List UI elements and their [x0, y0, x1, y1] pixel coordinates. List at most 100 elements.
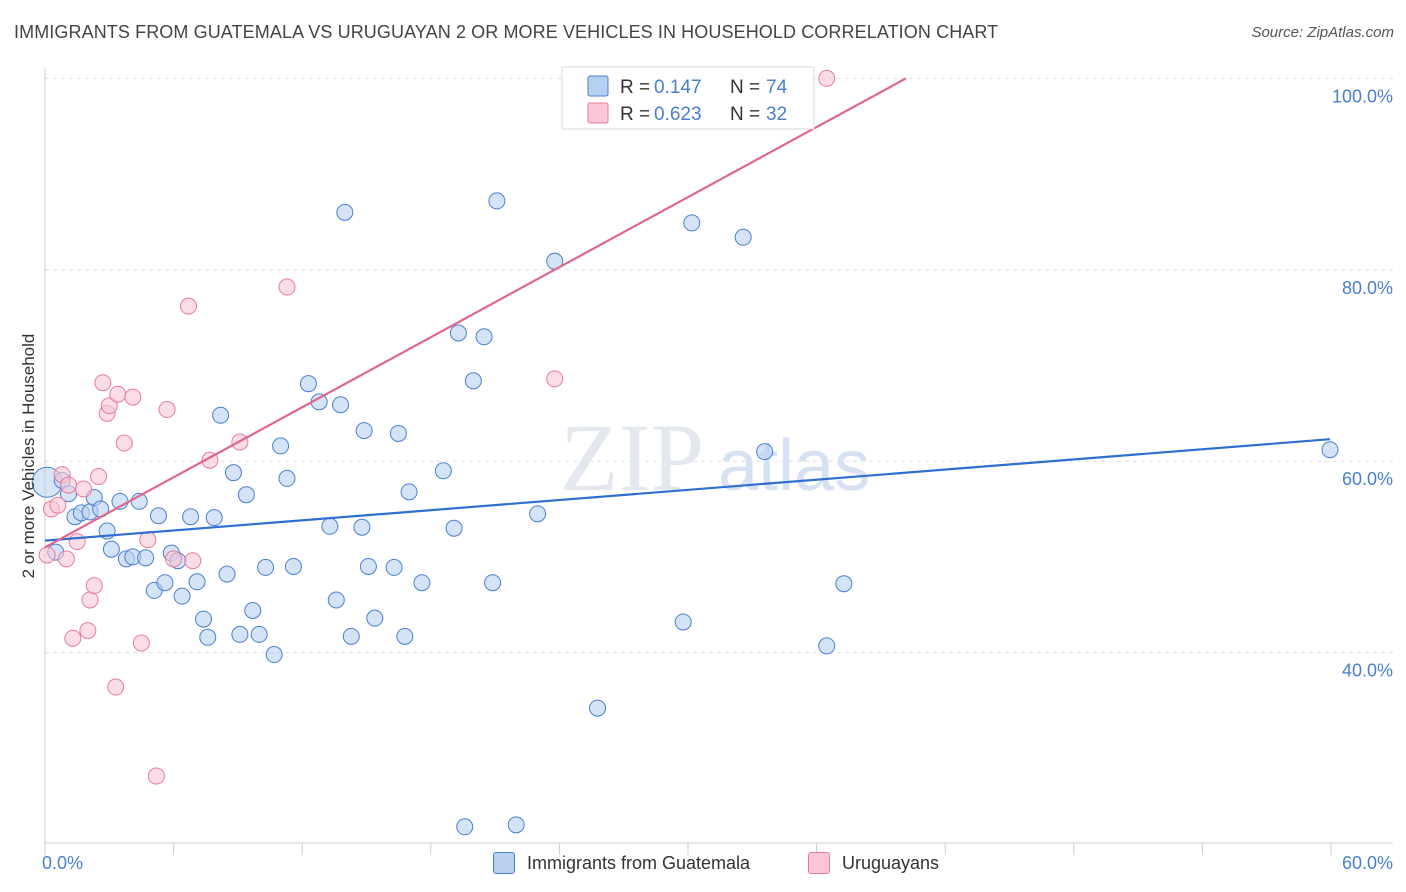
x-tick-label-max: 60.0% [1342, 853, 1393, 873]
legend-n-label-2: N = [730, 104, 760, 125]
guatemala-point [150, 507, 168, 525]
uruguayans-point [79, 622, 97, 640]
guatemala-point [818, 637, 836, 655]
guatemala-point [355, 422, 373, 440]
guatemala-point [250, 625, 268, 643]
watermark-atlas: atlas [718, 426, 870, 506]
guatemala-point [205, 509, 223, 527]
uruguayans-point [124, 388, 142, 406]
guatemala-point [278, 469, 296, 487]
guatemala-point [1321, 441, 1339, 459]
uruguayans-point [115, 434, 133, 452]
uruguayans-point [132, 634, 150, 652]
guatemala-point [212, 406, 230, 424]
legend-swatch-uruguayans [808, 852, 830, 874]
guatemala-point [336, 203, 354, 221]
guatemala-point [218, 565, 236, 583]
uruguayans-point [75, 480, 93, 498]
guatemala-point [353, 518, 371, 536]
guatemala-point [188, 573, 206, 591]
uruguayans-point [147, 767, 165, 785]
bottom-legend-label-uruguayans: Uruguayans [842, 852, 940, 873]
uruguayans-point [165, 550, 182, 568]
guatemala-point [342, 627, 360, 645]
series-uruguayans [38, 69, 836, 785]
gridlines [45, 77, 1393, 654]
guatemala-point [389, 424, 407, 442]
guatemala-point [359, 557, 377, 575]
guatemala-point [137, 549, 155, 567]
uruguayans-point [179, 297, 197, 315]
guatemala-point [488, 192, 506, 210]
chart-title: IMMIGRANTS FROM GUATEMALA VS URUGUAYAN 2… [14, 22, 999, 42]
uruguayans-point [90, 468, 108, 486]
legend-swatch-guatemala [493, 852, 515, 874]
uruguayans-point [81, 591, 99, 609]
y-tick-labels: 40.0% 60.0% 80.0% 100.0% [1332, 86, 1393, 680]
y-axis-title: 2 or more Vehicles in Household [19, 334, 38, 579]
bottom-legend-item-guatemala: Immigrants from Guatemala [493, 852, 750, 874]
guatemala-point [265, 646, 283, 664]
legend: R = 0.147 N = 74 R = 0.623 N = 32 [561, 66, 815, 130]
guatemala-point [231, 625, 249, 643]
y-tick-label-100: 100.0% [1332, 86, 1393, 106]
uruguayans-point [100, 397, 118, 415]
legend-swatch-blue [587, 75, 609, 97]
guatemala-point [589, 699, 607, 717]
uruguayans-point [64, 629, 82, 647]
guatemala-point [224, 464, 242, 482]
uruguayans-point [60, 476, 78, 494]
guatemala-point [321, 517, 339, 535]
y-tick-label-60: 60.0% [1342, 469, 1393, 489]
uruguayans-point [139, 531, 157, 549]
guatemala-point [299, 375, 317, 393]
uruguayans-point [546, 370, 564, 388]
uruguayans-trend-line [44, 77, 907, 549]
guatemala-point [449, 324, 467, 342]
bottom-legend-item-uruguayans: Uruguayans [808, 852, 939, 874]
guatemala-point [674, 613, 692, 631]
y-tick-label-80: 80.0% [1342, 278, 1393, 298]
legend-swatch-pink [587, 102, 609, 124]
guatemala-point [156, 574, 174, 592]
series-guatemala [31, 192, 1339, 836]
y-tick-label-40: 40.0% [1342, 661, 1393, 681]
guatemala-point [434, 462, 452, 480]
watermark-zip: ZIP [560, 404, 704, 511]
uruguayans-point [184, 552, 202, 570]
x-tick-label-min: 0.0% [42, 853, 83, 873]
guatemala-point [396, 627, 414, 645]
uruguayans-point [49, 496, 67, 514]
guatemala-point [257, 558, 275, 576]
uruguayans-point [109, 385, 127, 403]
guatemala-point [366, 609, 384, 627]
guatemala-point [272, 437, 290, 455]
guatemala-point [173, 587, 191, 605]
uruguayans-point [38, 546, 56, 564]
legend-r-label-2: R = [620, 104, 650, 125]
guatemala-point [413, 574, 431, 592]
guatemala-trend-line [44, 438, 1331, 542]
guatemala-point [529, 505, 547, 523]
uruguayans-point [818, 69, 836, 87]
guatemala-point [385, 558, 403, 576]
guatemala-point [284, 557, 302, 575]
guatemala-point [507, 816, 525, 834]
axes [44, 68, 1393, 855]
uruguayans-point [85, 577, 103, 595]
guatemala-point [400, 483, 418, 501]
guatemala-point [484, 574, 502, 592]
legend-n-value-1: 74 [766, 77, 788, 98]
guatemala-point [327, 591, 345, 609]
legend-r-value-1: 0.147 [654, 77, 702, 98]
legend-r-label-1: R = [620, 77, 650, 98]
guatemala-point [237, 486, 255, 504]
guatemala-point [734, 228, 752, 246]
bottom-legend: Immigrants from Guatemala Uruguayans [0, 852, 1406, 878]
guatemala-point [244, 601, 262, 619]
guatemala-point [835, 575, 853, 593]
guatemala-point [464, 372, 482, 390]
uruguayans-point [278, 278, 296, 296]
guatemala-point [456, 818, 474, 836]
